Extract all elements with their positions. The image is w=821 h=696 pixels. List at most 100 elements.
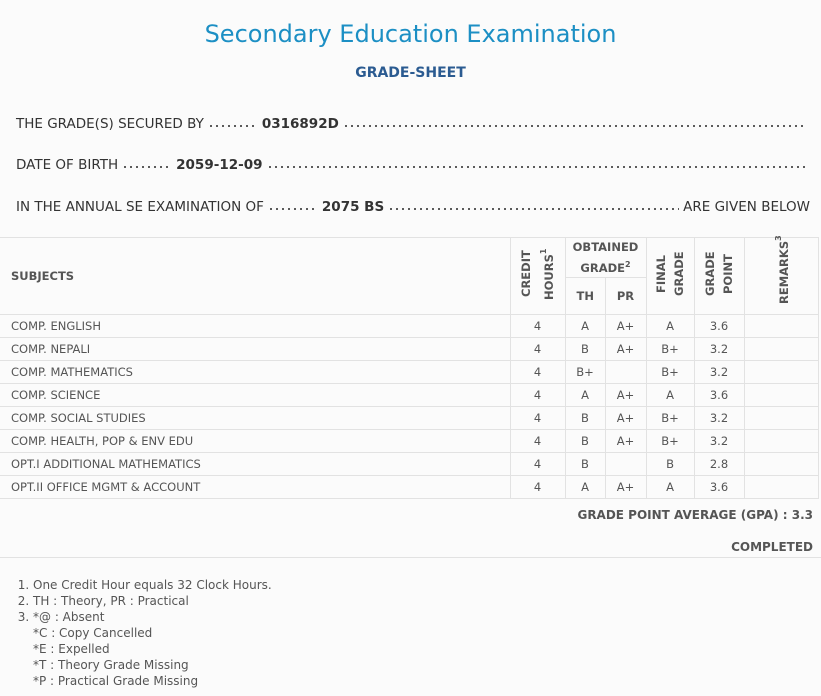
remarks-cell	[743, 313, 819, 338]
remarks-cell	[743, 382, 819, 407]
header-subjects: SUBJECTS	[11, 268, 75, 283]
remarks-cell	[743, 405, 819, 430]
info-line: THE GRADE(S) SECURED BY 0316892D	[16, 116, 810, 132]
grade-point: 3.2	[693, 336, 745, 361]
remarks-cell	[743, 428, 819, 453]
grade-point: 3.2	[693, 428, 745, 453]
table-row: COMP. HEALTH, POP & ENV EDU 4 B A+ B+ 3.2	[0, 428, 819, 453]
note: One Credit Hour equals 32 Clock Hours.	[33, 577, 272, 593]
remarks-cell	[743, 336, 819, 361]
info-label: DATE OF BIRTH	[16, 157, 119, 173]
credit-hours: 4	[509, 359, 566, 384]
subject: OPT.II OFFICE MGMT & ACCOUNT	[0, 474, 511, 499]
dot-leader	[267, 201, 318, 211]
notes: One Credit Hour equals 32 Clock Hours. T…	[0, 577, 272, 689]
subject: OPT.I ADDITIONAL MATHEMATICS	[0, 451, 511, 476]
grade-pr: A+	[604, 428, 647, 453]
table-row: COMP. NEPALI 4 B A+ B+ 3.2	[0, 336, 819, 361]
remarks-cell	[743, 474, 819, 499]
credit-hours: 4	[509, 428, 566, 453]
header-cell: CREDIT HOURS1	[509, 237, 566, 315]
final-grade: B+	[645, 405, 695, 430]
grade-point: 3.6	[693, 313, 745, 338]
table-row: OPT.II OFFICE MGMT & ACCOUNT 4 A A+ A 3.6	[0, 474, 819, 499]
info-value: 2075 BS	[321, 199, 385, 215]
grade-pr: A+	[604, 405, 647, 430]
remarks-cell	[743, 451, 819, 476]
table-row: OPT.I ADDITIONAL MATHEMATICS 4 B B 2.8	[0, 451, 819, 476]
credit-hours: 4	[509, 474, 566, 499]
grade-point: 3.2	[693, 359, 745, 384]
footnote-ref: 3	[773, 235, 783, 241]
table-row: COMP. SCIENCE 4 A A+ A 3.6	[0, 382, 819, 407]
info-value: 0316892D	[261, 116, 339, 132]
dot-leader	[207, 118, 258, 128]
header-cell: SUBJECTS	[0, 237, 511, 315]
note-line: *@ : Absent	[33, 610, 105, 624]
note: *@ : Absent *C : Copy Cancelled *E : Expel…	[33, 609, 272, 689]
grade-pr: A+	[604, 313, 647, 338]
note-line: *P : Practical Grade Missing	[33, 674, 199, 688]
subject: COMP. HEALTH, POP & ENV EDU	[0, 428, 511, 453]
grade-th: B+	[564, 359, 606, 384]
info-line: IN THE ANNUAL SE EXAMINATION OF 2075 BS …	[16, 199, 810, 215]
grade-th: B	[564, 405, 606, 430]
note-line: *T : Theory Grade Missing	[33, 658, 189, 672]
table-row: COMP. MATHEMATICS 4 B+ B+ 3.2	[0, 359, 819, 384]
subject: COMP. SOCIAL STUDIES	[0, 405, 511, 430]
remarks-cell	[743, 359, 819, 384]
table-row: COMP. ENGLISH 4 A A+ A 3.6	[0, 313, 819, 338]
info-suffix: ARE GIVEN BELOW	[683, 199, 810, 215]
dot-leader	[342, 118, 806, 128]
final-grade: B+	[645, 428, 695, 453]
grade-th: A	[564, 313, 606, 338]
gpa-line: GRADE POINT AVERAGE (GPA) : 3.3	[577, 508, 813, 522]
header-grade-point: GRADE POINT	[703, 252, 736, 297]
final-grade: A	[645, 474, 695, 499]
header-final-grade: FINAL GRADE	[654, 252, 687, 297]
empty-cell	[604, 359, 647, 384]
note-line: *C : Copy Cancelled	[33, 626, 153, 640]
credit-hours: 4	[509, 405, 566, 430]
status: COMPLETED	[731, 540, 813, 554]
page-title: Secondary Education Examination	[204, 20, 617, 48]
dot-leader	[122, 159, 173, 169]
header-cell: TH	[565, 276, 606, 315]
header-th: TH	[576, 288, 594, 303]
divider	[0, 557, 821, 558]
grade-point: 3.6	[693, 382, 745, 407]
grade-th: B	[564, 428, 606, 453]
header-cell: PR	[604, 276, 647, 315]
page-subtitle: GRADE-SHEET	[355, 65, 466, 81]
grade-pr: A+	[604, 382, 647, 407]
note-list: *@ : Absent *C : Copy Cancelled *E : Expel…	[33, 609, 272, 689]
note-line: *E : Expelled	[33, 642, 110, 656]
header-pr: PR	[616, 288, 635, 303]
table-body: COMP. ENGLISH 4 A A+ A 3.6 COMP. NEPALI 4 B A+ B+ 3…	[0, 313, 819, 499]
table-row: COMP. SOCIAL STUDIES 4 B A+ B+ 3.2	[0, 405, 819, 430]
info-label: THE GRADE(S) SECURED BY	[16, 116, 204, 132]
dot-leader	[388, 201, 680, 211]
credit-hours: 4	[509, 336, 566, 361]
empty-cell	[604, 451, 647, 476]
grade-th: A	[564, 474, 606, 499]
final-grade: B+	[645, 336, 695, 361]
credit-hours: 4	[509, 382, 566, 407]
footnote-ref: 1	[539, 248, 549, 255]
final-grade: B+	[645, 359, 695, 384]
grade-table: SUBJECTS CREDIT HOURS1 OBTAINED GRADE2 F…	[0, 235, 819, 499]
gpa-label: GRADE POINT AVERAGE (GPA) :	[577, 508, 788, 522]
subject: COMP. MATHEMATICS	[0, 359, 511, 384]
header-credit-hours: CREDIT HOURS	[519, 251, 556, 301]
grade-point: 3.6	[693, 474, 745, 499]
subject: COMP. NEPALI	[0, 336, 511, 361]
gpa-value: 3.3	[791, 508, 813, 522]
grade-point: 2.8	[693, 451, 745, 476]
info-value: 2059-12-09	[176, 157, 263, 173]
header-cell: FINAL GRADE	[645, 237, 695, 315]
grade-pr: A+	[604, 336, 647, 361]
header-cell: OBTAINED GRADE2	[564, 237, 647, 278]
credit-hours: 4	[509, 451, 566, 476]
footnote-ref: 2	[625, 260, 631, 269]
info-label: IN THE ANNUAL SE EXAMINATION OF	[16, 199, 264, 215]
